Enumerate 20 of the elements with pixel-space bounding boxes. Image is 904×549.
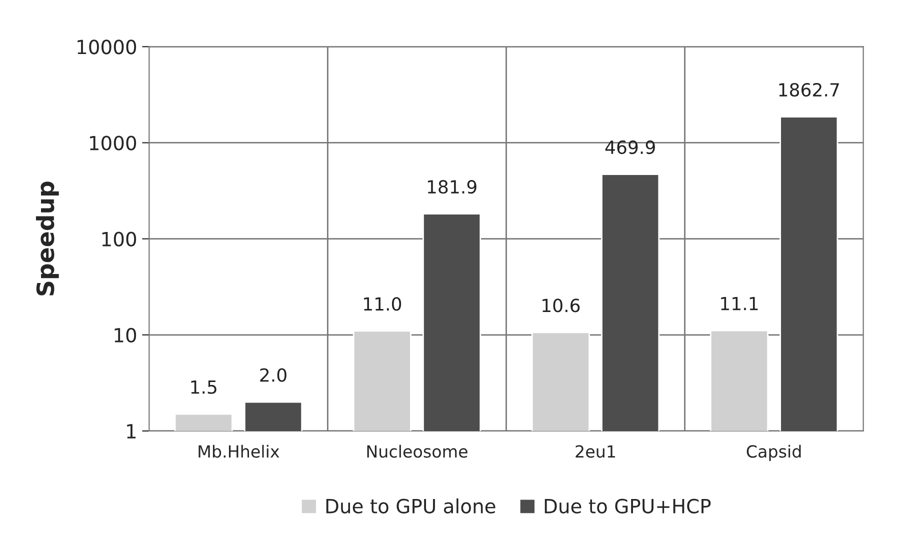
data-label: 11.0 bbox=[364, 297, 402, 311]
y-tick-label: 10 bbox=[114, 328, 136, 343]
x-tick-label: Nucleosome bbox=[367, 444, 468, 458]
y-tick-label: 1000 bbox=[90, 136, 136, 150]
data-label: 2.0 bbox=[260, 368, 286, 382]
y-tick-label: 100 bbox=[102, 232, 136, 246]
data-label: 469.9 bbox=[605, 140, 655, 154]
y-tick-label: 1 bbox=[127, 424, 136, 438]
y-axis-title: Speedup bbox=[36, 182, 59, 296]
data-label: 11.1 bbox=[721, 296, 758, 310]
data-label: 1.5 bbox=[191, 380, 216, 394]
legend-label: Due to GPU+HCP bbox=[544, 498, 711, 514]
data-label: 10.6 bbox=[542, 298, 580, 312]
y-tick-label: 10000 bbox=[78, 40, 136, 54]
x-tick-label: 2eu1 bbox=[576, 445, 615, 458]
data-label: 1862.7 bbox=[779, 82, 839, 97]
x-tick-label: Capsid bbox=[746, 444, 801, 461]
data-label: 181.9 bbox=[428, 180, 476, 194]
legend-label: Due to GPU alone bbox=[326, 498, 496, 514]
x-tick-label: Mb.Hhelix bbox=[198, 444, 280, 458]
